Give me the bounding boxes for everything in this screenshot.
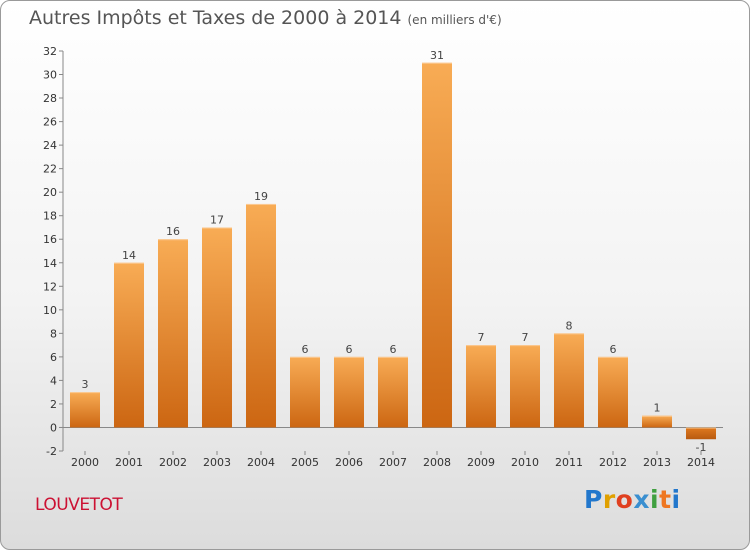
bar-value-label: 31: [430, 49, 444, 62]
y-tick-label: 30: [43, 69, 57, 82]
commune-name: LOUVETOT: [35, 495, 123, 515]
bar: [510, 345, 540, 428]
bar: [202, 227, 232, 428]
x-tick-label: 2001: [115, 456, 143, 469]
y-tick-label: 4: [50, 374, 57, 387]
bar: [246, 203, 276, 428]
logo-letter: o: [615, 485, 634, 514]
y-tick-label: 6: [50, 351, 57, 364]
bar: [598, 356, 628, 428]
x-tick-label: 2011: [555, 456, 583, 469]
x-tick-label: 2003: [203, 456, 231, 469]
bar-value-label: 6: [390, 343, 397, 356]
x-tick-label: 2008: [423, 456, 451, 469]
logo-letter: t: [659, 485, 672, 514]
bar: [642, 415, 672, 428]
logo-letter: x: [633, 485, 650, 514]
x-tick-label: 2014: [687, 456, 715, 469]
x-tick-label: 2012: [599, 456, 627, 469]
bar: [378, 356, 408, 428]
y-tick-label: 20: [43, 186, 57, 199]
bar: [158, 239, 188, 428]
chart-subtitle: (en milliers d'€): [407, 13, 502, 27]
bar-value-label: 8: [566, 319, 573, 332]
chart-title-text: Autres Impôts et Taxes de 2000 à 2014: [29, 7, 402, 29]
logo-letter: i: [671, 485, 681, 514]
y-tick-label: 32: [43, 45, 57, 58]
x-tick-label: 2013: [643, 456, 671, 469]
y-tick-label: 10: [43, 304, 57, 317]
bar-value-label: 7: [478, 331, 485, 344]
y-tick-label: 8: [50, 327, 57, 340]
bar: [422, 62, 452, 428]
bar: [334, 356, 364, 428]
bar-value-label: -1: [696, 441, 707, 454]
x-tick-label: 2004: [247, 456, 275, 469]
bar-value-label: 1: [654, 402, 661, 415]
bar-value-label: 6: [346, 343, 353, 356]
bar: [114, 262, 144, 428]
x-tick-label: 2002: [159, 456, 187, 469]
chart-value-labels: 3 14 16 17 19 6 6 6 31 7 7 8 6 1 -1: [82, 49, 707, 454]
bar-value-label: 14: [122, 249, 136, 262]
y-tick-label: 28: [43, 92, 57, 105]
x-tick-label: 2000: [71, 456, 99, 469]
y-tick-label: 0: [50, 421, 57, 434]
bar-value-label: 6: [302, 343, 309, 356]
y-tick-label: 12: [43, 280, 57, 293]
y-tick-label: -2: [46, 445, 57, 458]
bar: [290, 356, 320, 428]
bar-value-label: 7: [522, 331, 529, 344]
y-tick-label: 2: [50, 398, 57, 411]
y-tick-label: 24: [43, 139, 57, 152]
bar-value-label: 17: [210, 213, 224, 226]
y-tick-label: 26: [43, 116, 57, 129]
bar-value-label: 16: [166, 225, 180, 238]
y-tick-label: 18: [43, 210, 57, 223]
bar-value-label: 3: [82, 378, 89, 391]
x-tick-label: 2006: [335, 456, 363, 469]
proxiti-logo: Proxiti: [584, 485, 681, 514]
bar-value-label: 19: [254, 190, 268, 203]
logo-letter: P: [584, 485, 603, 514]
bar: [554, 333, 584, 428]
logo-letter: r: [602, 485, 616, 514]
bar-value-label: 6: [610, 343, 617, 356]
y-tick-label: 22: [43, 163, 57, 176]
y-tick-label: 16: [43, 233, 57, 246]
x-tick-label: 2009: [467, 456, 495, 469]
x-tick-label: 2007: [379, 456, 407, 469]
x-tick-label: 2005: [291, 456, 319, 469]
logo-letter: i: [650, 485, 660, 514]
bar: [70, 392, 100, 428]
x-tick-label: 2010: [511, 456, 539, 469]
chart-bars: [70, 62, 716, 440]
bar: [466, 345, 496, 428]
chart-title: Autres Impôts et Taxes de 2000 à 2014 (en…: [29, 7, 502, 29]
bar: [686, 427, 716, 440]
y-tick-label: 14: [43, 257, 57, 270]
